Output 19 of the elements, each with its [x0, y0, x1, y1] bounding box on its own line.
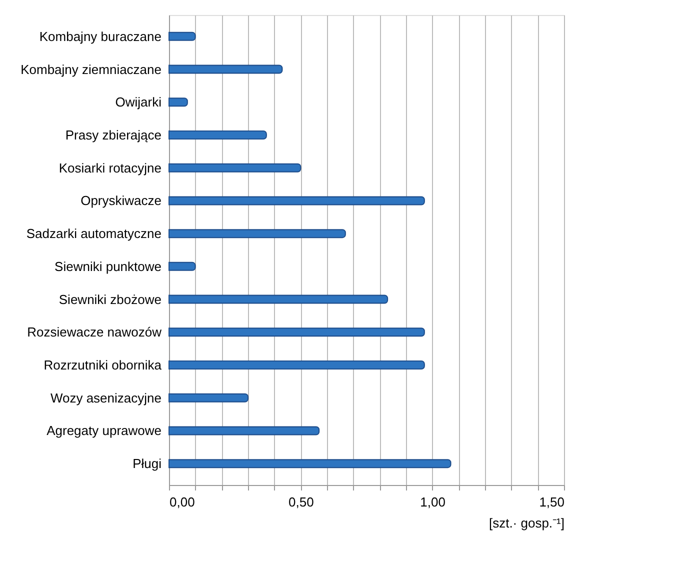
x-axis-title: [szt.· gosp.⁻¹] [488, 516, 564, 530]
y-tick-label: Owijarki [115, 94, 162, 110]
y-tick-label: Rozrzutniki obornika [44, 358, 162, 372]
y-tick-label: Kosiarki rotacyjne [58, 160, 162, 176]
x-tick-label: 1,50 [539, 494, 564, 510]
y-tick-label: Kombajny ziemniaczane [20, 62, 162, 77]
y-tick-label: Kombajny buraczane [39, 28, 162, 44]
y-tick-label: Prasy zbierające [65, 128, 162, 142]
y-tick-label: Agregaty uprawowe [46, 423, 162, 438]
y-tick-label: Opryskiwacze [80, 193, 162, 208]
y-tick-label: Pługi [132, 456, 162, 472]
y-tick-label: Siewniki zbożowe [58, 292, 162, 307]
x-tick-label: 1,00 [420, 494, 446, 510]
y-tick-label: Rozsiewacze nawozów [27, 324, 162, 340]
x-tick-label: 0,00 [170, 494, 195, 510]
y-tick-label: Siewniki punktowe [54, 258, 162, 274]
y-tick-label: Sadzarki automatyczne [26, 226, 162, 242]
y-tick-label: Wozy asenizacyjne [50, 390, 162, 406]
x-tick-label: 0,50 [288, 494, 314, 510]
